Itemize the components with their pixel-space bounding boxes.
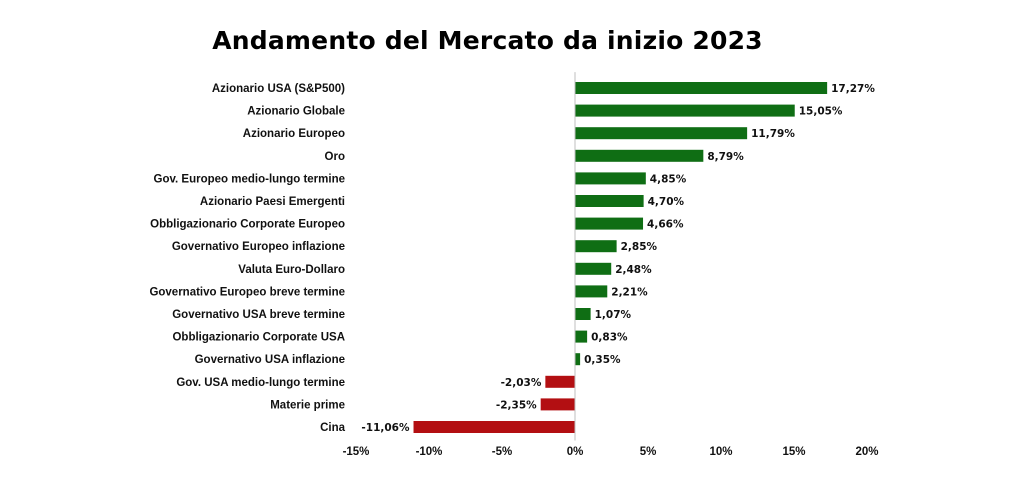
category-label: Azionario Globale: [247, 106, 345, 118]
category-label: Governativo Europeo breve termine: [149, 286, 345, 298]
category-label: Oro: [325, 151, 345, 163]
bar: [575, 82, 828, 94]
bar: [575, 172, 646, 185]
value-label: 15,05%: [799, 106, 843, 118]
value-label: 4,70%: [648, 196, 685, 208]
bar: [575, 104, 795, 117]
value-label: 2,85%: [621, 241, 658, 253]
category-label: Valuta Euro-Dollaro: [238, 264, 345, 276]
chart-title: Andamento del Mercato da inizio 2023: [212, 26, 763, 55]
value-label: 1,07%: [595, 309, 632, 321]
bar: [575, 353, 581, 366]
value-label: 4,66%: [647, 219, 684, 231]
bar: [540, 398, 575, 411]
x-tick-label: 20%: [855, 446, 878, 458]
x-axis-tick-labels: -15% -10% -5% 0% 5% 10% 15% 20%: [343, 446, 879, 458]
value-labels: 17,27% 15,05% 11,79% 8,79% 4,85% 4,70% 4,66% 2,…: [361, 83, 875, 434]
category-label: Cina: [320, 422, 346, 434]
value-label: 8,79%: [707, 151, 744, 163]
bar: [575, 195, 644, 207]
category-label: Governativo Europeo inflazione: [172, 241, 345, 253]
value-label: 17,27%: [831, 83, 875, 95]
x-tick-label: 10%: [709, 446, 732, 458]
bar: [575, 127, 748, 140]
bar: [413, 421, 575, 433]
category-label: Governativo USA breve termine: [172, 309, 345, 321]
bar: [575, 262, 612, 275]
category-label: Obbligazionario Corporate Europeo: [150, 219, 345, 231]
x-tick-label: 0%: [567, 446, 584, 458]
bar: [575, 149, 704, 162]
value-label: -2,03%: [501, 377, 542, 389]
category-label: Azionario Paesi Emergenti: [200, 196, 345, 208]
category-label: Azionario Europeo: [243, 128, 345, 140]
x-tick-label: 15%: [782, 446, 805, 458]
category-label: Gov. USA medio-lungo termine: [176, 377, 345, 389]
category-label: Azionario USA (S&P500): [212, 83, 345, 95]
bar: [575, 217, 644, 230]
value-label: -11,06%: [361, 422, 410, 434]
x-tick-label: -5%: [492, 446, 512, 458]
category-label: Gov. Europeo medio-lungo termine: [154, 173, 345, 185]
category-label: Materie prime: [270, 399, 345, 411]
bar: [575, 330, 588, 343]
category-label: Obbligazionario Corporate USA: [172, 332, 345, 344]
category-labels: Azionario USA (S&P500) Azionario Globale A…: [149, 83, 345, 434]
bar: [575, 308, 591, 320]
bar: [545, 375, 575, 388]
value-label: 11,79%: [751, 128, 795, 140]
x-tick-label: 5%: [640, 446, 657, 458]
x-tick-label: -10%: [416, 446, 443, 458]
bar: [575, 240, 617, 253]
value-label: 4,85%: [650, 173, 687, 185]
value-label: 2,48%: [615, 264, 652, 276]
value-label: 0,83%: [591, 332, 628, 344]
category-label: Governativo USA inflazione: [195, 354, 345, 366]
value-label: -2,35%: [496, 399, 537, 411]
value-label: 0,35%: [584, 354, 621, 366]
bars-group: [413, 82, 828, 433]
value-label: 2,21%: [611, 286, 648, 298]
x-tick-label: -15%: [343, 446, 370, 458]
bar: [575, 285, 608, 298]
